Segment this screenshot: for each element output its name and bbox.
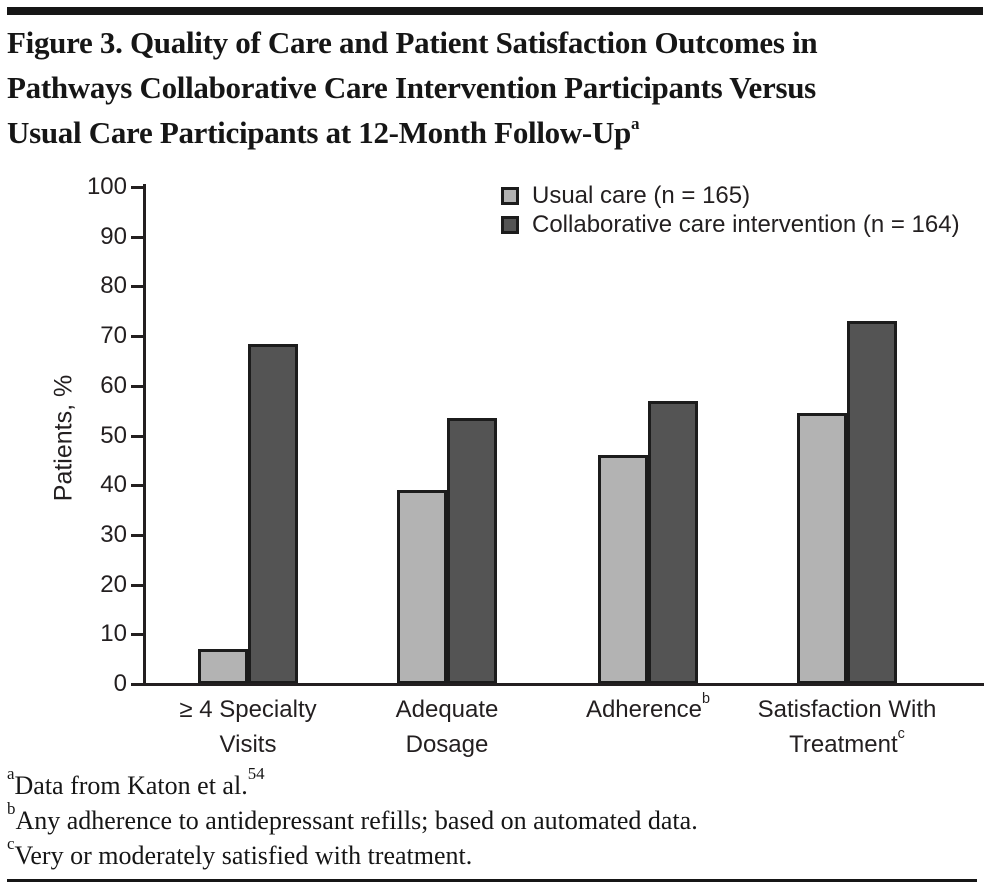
figure-title-superscript: a — [630, 114, 640, 134]
y-axis-tick-label-50: 50 — [100, 421, 127, 449]
bar-usual-care-0 — [198, 649, 248, 684]
y-axis-tick-70 — [131, 335, 143, 339]
y-axis-tick-90 — [131, 235, 143, 239]
x-axis-category-label-0: ≥ 4 Specialty Visits — [118, 692, 378, 762]
chart-legend: Usual care (n = 165) Collaborative care … — [501, 181, 960, 241]
x-axis-category-label-1-line-0: Adequate — [395, 696, 499, 723]
y-axis-tick-label-10: 10 — [100, 620, 127, 648]
y-axis-tick-label-80: 80 — [100, 272, 127, 300]
bottom-rule — [7, 879, 977, 882]
bar-usual-care-2 — [598, 455, 648, 684]
footnote-a-text: Data from Katon et al. — [14, 771, 248, 800]
y-axis-tick-20 — [131, 583, 143, 587]
y-axis-tick-0 — [131, 683, 143, 686]
legend-row-usual-care: Usual care (n = 165) — [501, 181, 960, 209]
footnote-a-marker: a — [7, 764, 15, 784]
y-axis-tick-50 — [131, 434, 143, 438]
legend-swatch-collaborative-care — [501, 215, 519, 234]
bar-usual-care-3 — [797, 413, 847, 684]
y-axis-tick-label-0: 0 — [113, 670, 127, 697]
footnotes: aData from Katon et al.54 bAny adherence… — [7, 765, 698, 873]
legend-row-collaborative-care: Collaborative care intervention (n = 164… — [501, 210, 960, 238]
y-axis-tick-label-20: 20 — [100, 570, 127, 598]
footnote-b: bAny adherence to antidepressant refills… — [7, 800, 698, 838]
y-axis-tick-label-40: 40 — [100, 471, 127, 499]
legend-swatch-usual-care — [501, 186, 519, 205]
x-axis-category-label-0-line-0: ≥ 4 Specialty — [179, 696, 317, 723]
top-rule — [7, 7, 983, 15]
x-axis-category-superscript-b: b — [702, 690, 711, 707]
y-axis-tick-60 — [131, 384, 143, 388]
legend-label-usual-care: Usual care (n = 165) — [532, 181, 751, 209]
y-axis-tick-label-90: 90 — [100, 222, 127, 250]
bar-collaborative-3 — [847, 321, 897, 684]
bar-collaborative-1 — [447, 418, 497, 684]
y-axis-tick-40 — [131, 484, 143, 488]
bar-usual-care-1 — [397, 490, 447, 684]
y-axis-line — [143, 184, 146, 686]
x-axis-category-label-3: Satisfaction With Treatmentc — [717, 692, 977, 762]
y-axis-tick-100 — [131, 186, 143, 189]
figure-title-line-1: Figure 3. Quality of Care and Patient Sa… — [7, 25, 818, 60]
footnote-c-text: Very or moderately satisfied with treatm… — [14, 841, 473, 870]
bar-collaborative-0 — [248, 344, 298, 684]
y-axis-tick-label-70: 70 — [100, 322, 127, 350]
footnote-a-reference: 54 — [247, 764, 265, 784]
footnote-b-marker: b — [7, 799, 16, 819]
x-axis-category-label-3-line-1: Treatmentc — [789, 725, 905, 758]
y-axis-tick-label-60: 60 — [100, 371, 127, 399]
footnote-c-marker: c — [7, 834, 15, 854]
footnote-b-text: Any adherence to antidepressant refills;… — [15, 806, 698, 835]
x-axis-category-label-1: Adequate Dosage — [317, 692, 577, 762]
y-axis-tick-30 — [131, 533, 143, 537]
legend-label-collaborative-care: Collaborative care intervention (n = 164… — [532, 210, 960, 238]
figure-title-line-2: Pathways Collaborative Care Intervention… — [7, 70, 816, 105]
footnote-a: aData from Katon et al.54 — [7, 765, 698, 803]
x-axis-category-label-1-line-1: Dosage — [405, 731, 489, 758]
x-axis-category-label-3-line-0: Satisfaction With — [757, 696, 937, 723]
x-axis-category-label-2: Adherenceb — [518, 692, 778, 727]
x-axis-category-superscript-c: c — [897, 725, 905, 742]
y-axis-tick-label-30: 30 — [100, 520, 127, 548]
y-axis-tick-label-100: 100 — [86, 173, 127, 200]
x-axis-category-label-0-line-1: Visits — [219, 731, 277, 758]
y-axis-tick-10 — [131, 633, 143, 637]
figure-title-line-3-text: Usual Care Participants at 12-Month Foll… — [7, 115, 631, 150]
y-axis-tick-80 — [131, 285, 143, 289]
figure-title-line-3: Usual Care Participants at 12-Month Foll… — [7, 110, 817, 155]
x-axis-line — [143, 683, 984, 686]
footnote-c: cVery or moderately satisfied with treat… — [7, 835, 698, 873]
figure-title: Figure 3. Quality of Care and Patient Sa… — [7, 20, 818, 155]
x-axis-category-label-2-line-0: Adherenceb — [585, 690, 711, 723]
bar-collaborative-2 — [648, 401, 698, 684]
